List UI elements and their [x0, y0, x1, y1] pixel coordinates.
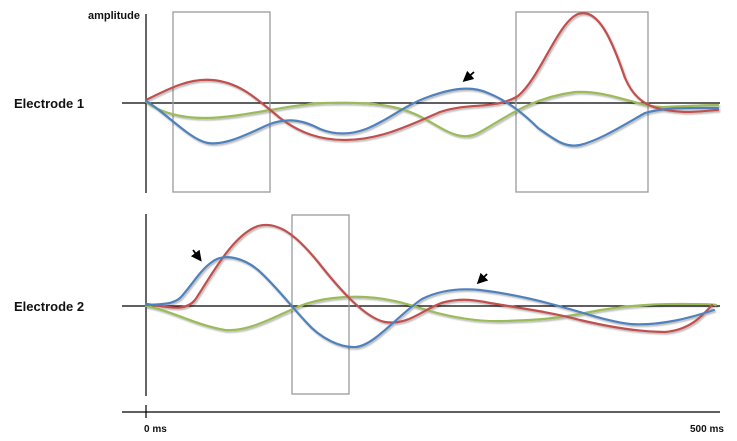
- electrode-2-arrow-2: [476, 272, 489, 285]
- electrode-2-green-wave: [144, 295, 718, 332]
- time-axis: 0 ms 500 ms: [122, 405, 724, 435]
- electrode-2-label: Electrode 2: [14, 299, 84, 314]
- electrode-2-arrow-1: [190, 249, 202, 262]
- electrode-1-window-late: [515, 11, 649, 193]
- time-end-label: 500 ms: [690, 424, 724, 435]
- electrode-2-window: [291, 214, 350, 395]
- electrode-1-label: Electrode 1: [14, 96, 84, 111]
- electrode-1-arrow-1: [462, 70, 475, 82]
- electrode-2-blue-wave: [144, 256, 716, 349]
- electrode-2-red-wave: [144, 223, 714, 334]
- electrode-1-blue-wave: [144, 87, 720, 147]
- electrode-1-window-early: [172, 11, 271, 193]
- electrode-1-red-wave: [144, 11, 720, 142]
- electrode-1-green-wave: [144, 90, 720, 138]
- time-start-label: 0 ms: [144, 424, 167, 435]
- electrode-2-panel: Electrode 2: [14, 214, 720, 396]
- electrode-1-panel: amplitude Electrode 1: [14, 10, 720, 193]
- y-axis-label: amplitude: [88, 10, 140, 22]
